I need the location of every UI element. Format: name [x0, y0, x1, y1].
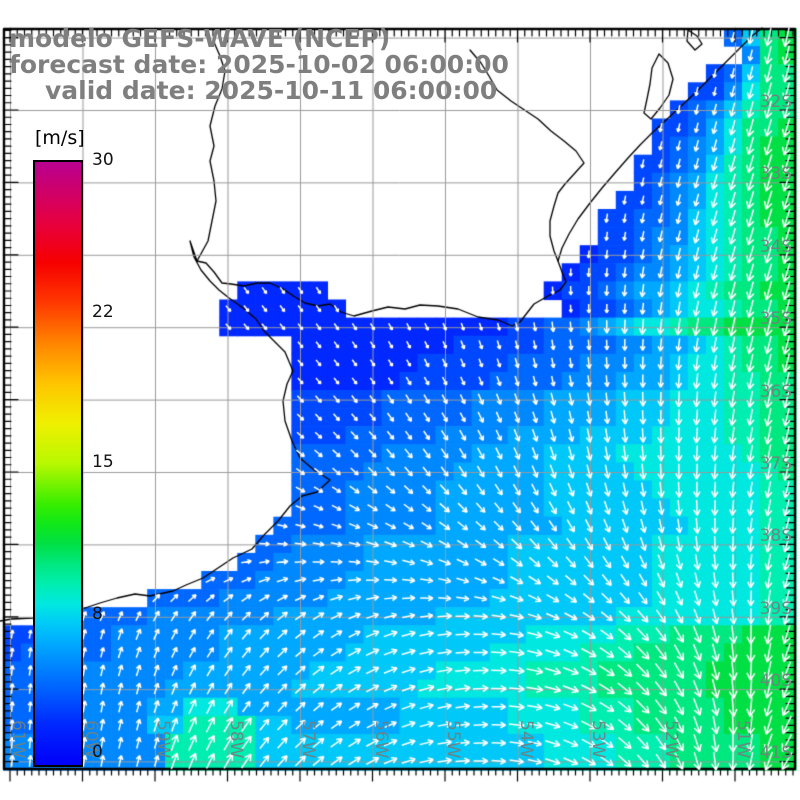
lat-label: 40S	[759, 671, 792, 692]
lon-label: 52W	[660, 720, 681, 759]
lon-label: 51W	[733, 720, 753, 759]
lat-label: 36S	[759, 381, 792, 402]
lat-label: 34S	[759, 236, 792, 257]
colorbar-unit-label: [m/s]	[35, 127, 85, 149]
lat-label: 41S	[759, 743, 792, 764]
lat-label: 38S	[759, 526, 792, 547]
lon-label: 55W	[443, 720, 463, 759]
lon-label: 59W	[153, 720, 173, 759]
colorbar-tick-label: 22	[92, 302, 114, 322]
lon-label: 58W	[225, 720, 246, 759]
lat-label: 37S	[759, 454, 792, 474]
lat-label: 35S	[759, 309, 792, 330]
lon-label: 61W	[8, 720, 28, 759]
colorbar-gradient	[33, 160, 83, 767]
colorbar-tick-label: 0	[92, 742, 103, 762]
lat-label: 33S	[759, 164, 792, 185]
lat-label: 32S	[759, 92, 792, 112]
colorbar-tick-label: 15	[92, 452, 114, 472]
colorbar-tick-label: 8	[92, 604, 103, 624]
lat-label: 39S	[759, 598, 792, 619]
lon-label: 54W	[515, 720, 536, 759]
colorbar-tick-label: 30	[92, 150, 114, 170]
lon-label: 53W	[588, 720, 608, 759]
lon-label: 56W	[370, 720, 391, 759]
lon-label: 57W	[298, 720, 318, 759]
